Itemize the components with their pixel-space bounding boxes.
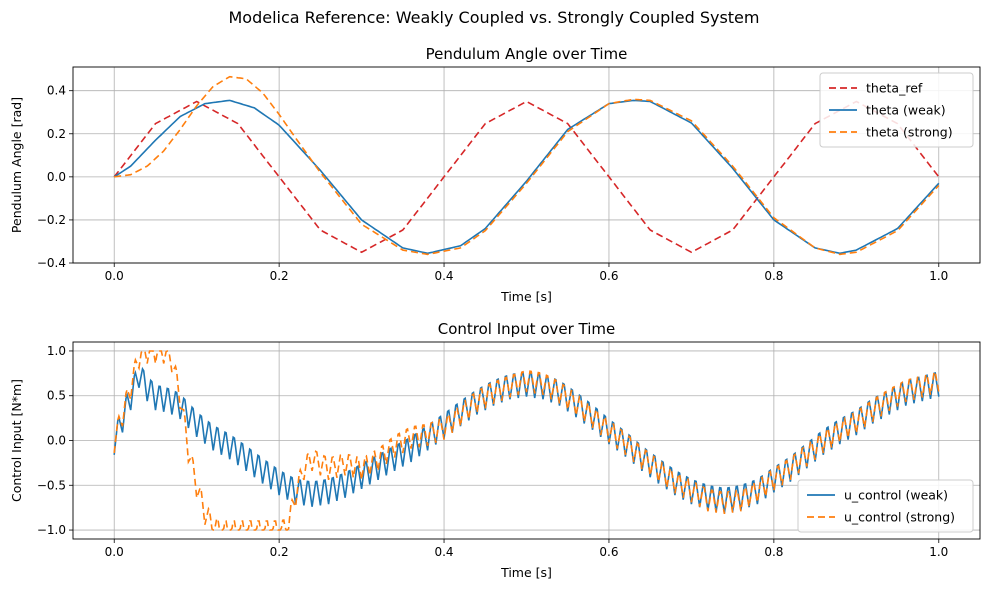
figure-suptitle: Modelica Reference: Weakly Coupled vs. S…: [229, 8, 760, 27]
x-tick-label: 0.0: [105, 545, 124, 559]
y-tick-label: −0.5: [37, 478, 66, 492]
x-tick-label: 0.8: [764, 545, 783, 559]
legend-box: [797, 479, 974, 533]
y-axis-label: Pendulum Angle [rad]: [9, 97, 24, 233]
y-tick-label: 0.0: [47, 170, 66, 184]
legend-label: u_control (strong): [844, 510, 955, 525]
x-tick-label: 0.6: [599, 545, 618, 559]
y-tick-label: 0.5: [47, 389, 66, 403]
y-axis-label: Control Input [N*m]: [9, 379, 24, 502]
panel-title: Pendulum Angle over Time: [426, 45, 628, 63]
angle-panel: 0.0 0.2 0.4 0.6 0.8 1.0 −0.4 −0.2 0.0 0.2 0.4 Pendu…: [9, 45, 981, 304]
x-tick-label: 0.4: [434, 545, 453, 559]
legend-label: theta_ref: [866, 81, 923, 96]
y-tick-label: −1.0: [37, 523, 66, 537]
x-tick-label: 1.0: [929, 545, 948, 559]
y-tick-label: 0.0: [47, 434, 66, 448]
x-tick-label: 0.0: [105, 269, 124, 283]
plot-frame: [72, 66, 981, 264]
x-tick-label: 0.8: [764, 269, 783, 283]
legend-label: theta (weak): [866, 103, 946, 118]
y-tick-label: −0.4: [37, 256, 66, 270]
legend-label: u_control (weak): [844, 488, 948, 503]
plot-frame: [72, 341, 981, 540]
control-panel: 0.0 0.2 0.4 0.6 0.8 1.0 −1.0 −0.5 0.0 0.5 1.0 Contr…: [9, 320, 981, 580]
y-tick-label: 1.0: [47, 344, 66, 358]
legend: u_control (weak) u_control (strong): [797, 479, 974, 533]
x-tick-label: 0.2: [270, 545, 289, 559]
x-axis-label: Time [s]: [500, 565, 552, 580]
series-line-theta-strong-: [114, 75, 940, 256]
x-tick-label: 1.0: [929, 269, 948, 283]
x-tick-label: 0.6: [599, 269, 618, 283]
series-line-u-control-strong-: [113, 350, 940, 531]
y-tick-label: 0.4: [47, 84, 66, 98]
x-axis-label: Time [s]: [500, 289, 552, 304]
panel-title: Control Input over Time: [438, 320, 616, 338]
y-tick-label: 0.2: [47, 127, 66, 141]
series-line-theta-ref: [113, 100, 940, 254]
x-tick-label: 0.4: [434, 269, 453, 283]
y-tick-label: −0.2: [37, 213, 66, 227]
x-tick-label: 0.2: [270, 269, 289, 283]
legend-box: [819, 72, 974, 148]
legend-label: theta (strong): [866, 125, 953, 140]
